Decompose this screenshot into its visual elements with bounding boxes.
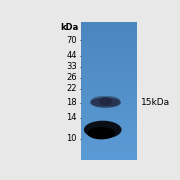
Bar: [81, 123, 137, 126]
Bar: [81, 38, 137, 40]
Bar: [81, 139, 137, 142]
Bar: [81, 86, 137, 89]
Bar: [81, 28, 137, 31]
Ellipse shape: [91, 96, 112, 107]
Bar: [81, 135, 137, 137]
Bar: [81, 109, 137, 112]
Bar: [81, 98, 137, 100]
Bar: [81, 31, 137, 33]
Bar: [81, 93, 137, 96]
Bar: [81, 49, 137, 52]
Bar: [81, 22, 137, 24]
Bar: [81, 40, 137, 42]
Ellipse shape: [99, 96, 120, 107]
Bar: [81, 77, 137, 79]
Bar: [81, 68, 137, 70]
Bar: [81, 45, 137, 47]
Text: 10: 10: [66, 134, 77, 143]
Bar: [81, 26, 137, 28]
Bar: [81, 89, 137, 91]
Bar: [81, 91, 137, 93]
Bar: [81, 66, 137, 68]
Bar: [81, 112, 137, 114]
Bar: [81, 100, 137, 102]
Ellipse shape: [84, 121, 122, 139]
Bar: [81, 58, 137, 61]
Bar: [81, 56, 137, 58]
Bar: [81, 151, 137, 153]
Bar: [81, 84, 137, 86]
Bar: [81, 156, 137, 158]
Bar: [81, 82, 137, 84]
Bar: [81, 149, 137, 151]
Bar: [81, 121, 137, 123]
Bar: [81, 61, 137, 63]
Bar: [81, 75, 137, 77]
Bar: [81, 72, 137, 75]
Text: 33: 33: [66, 62, 77, 71]
Bar: [81, 24, 137, 26]
Bar: [81, 79, 137, 82]
Bar: [81, 132, 137, 135]
Bar: [81, 102, 137, 105]
Bar: [81, 158, 137, 160]
Bar: [81, 54, 137, 56]
Ellipse shape: [87, 127, 115, 139]
Bar: [81, 33, 137, 35]
Bar: [81, 137, 137, 139]
Bar: [81, 119, 137, 121]
Bar: [81, 114, 137, 116]
Bar: [81, 146, 137, 149]
Bar: [81, 52, 137, 54]
Bar: [81, 42, 137, 45]
Text: 22: 22: [66, 84, 77, 93]
Bar: [81, 130, 137, 132]
Text: 18: 18: [66, 98, 77, 107]
Bar: [81, 116, 137, 119]
Bar: [81, 126, 137, 128]
Bar: [81, 96, 137, 98]
Text: 70: 70: [66, 36, 77, 45]
Bar: [81, 142, 137, 144]
Bar: [81, 35, 137, 38]
Bar: [81, 107, 137, 109]
Bar: [81, 128, 137, 130]
Bar: [81, 47, 137, 49]
Bar: [81, 63, 137, 66]
Ellipse shape: [90, 98, 121, 108]
Text: 26: 26: [66, 73, 77, 82]
Text: 44: 44: [66, 51, 77, 60]
Bar: [81, 153, 137, 156]
Bar: [81, 105, 137, 107]
Text: kDa: kDa: [60, 23, 78, 32]
Text: 14: 14: [66, 113, 77, 122]
Bar: [81, 70, 137, 72]
Bar: [81, 144, 137, 146]
Text: 15kDa: 15kDa: [141, 98, 170, 107]
